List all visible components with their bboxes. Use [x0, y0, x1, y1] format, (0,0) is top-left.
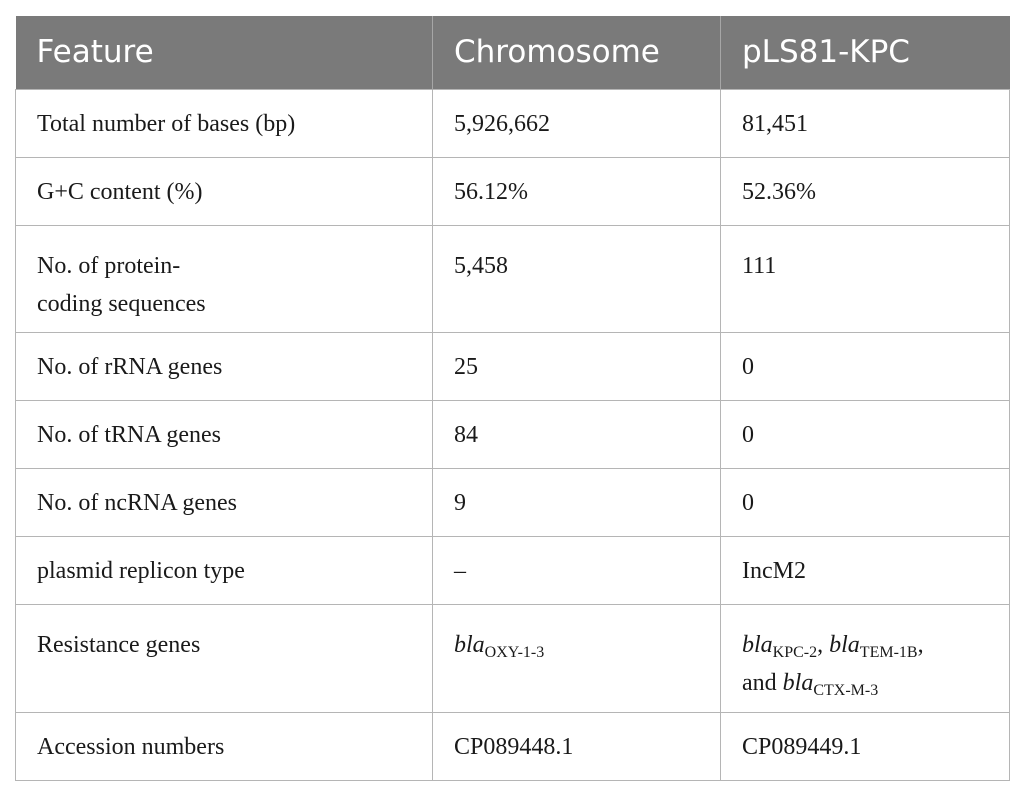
feature-cell: No. of rRNA genes [15, 331, 433, 401]
plasmid-cell: 111 [720, 224, 1010, 333]
table-row: No. of tRNA genes 84 0 [15, 399, 1010, 469]
plasmid-cell: IncM2 [720, 535, 1010, 605]
chromosome-cell: 9 [432, 467, 721, 537]
chromosome-cell: 5,926,662 [432, 88, 721, 158]
gene-name: bla [782, 669, 814, 696]
conjunction: and [742, 669, 783, 696]
plasmid-cell: 0 [720, 331, 1010, 401]
chromosome-cell: 5,458 [432, 224, 721, 333]
plasmid-cell: blaKPC-2, blaTEM-1B, and blaCTX-M-3 [720, 603, 1010, 713]
header-plasmid: pLS81-KPC [720, 16, 1010, 89]
chromosome-cell: 25 [432, 331, 721, 401]
table-row: G+C content (%) 56.12% 52.36% [15, 156, 1010, 226]
table-row: No. of rRNA genes 25 0 [15, 331, 1010, 401]
table-row: Total number of bases (bp) 5,926,662 81,… [15, 88, 1010, 158]
table-row: No. of protein- coding sequences 5,458 1… [15, 224, 1010, 333]
feature-cell: No. of tRNA genes [15, 399, 433, 469]
chromosome-cell: – [432, 535, 721, 605]
plasmid-cell: CP089449.1 [720, 711, 1010, 781]
plasmid-cell: 81,451 [720, 88, 1010, 158]
chromosome-cell: blaOXY-1-3 [432, 603, 721, 713]
feature-cell: No. of protein- coding sequences [15, 224, 433, 333]
gene-subscript: TEM-1B [859, 643, 918, 661]
feature-cell: G+C content (%) [15, 156, 433, 226]
feature-cell: Total number of bases (bp) [15, 88, 433, 158]
table-header-row: Feature Chromosome pLS81-KPC [15, 16, 1010, 89]
table-row: plasmid replicon type – IncM2 [15, 535, 1010, 605]
table-row: Resistance genes blaOXY-1-3 blaKPC-2, bl… [15, 603, 1010, 713]
feature-cell: plasmid replicon type [15, 535, 433, 605]
chromosome-cell: CP089448.1 [432, 711, 721, 781]
plasmid-cell: 0 [720, 467, 1010, 537]
plasmid-cell: 52.36% [720, 156, 1010, 226]
feature-line: coding sequences [37, 290, 206, 317]
chromosome-cell: 84 [432, 399, 721, 469]
feature-cell: Resistance genes [15, 603, 433, 713]
gene-subscript: KPC-2 [772, 643, 818, 661]
separator: , [917, 631, 924, 658]
gene-subscript: OXY-1-3 [484, 643, 545, 661]
plasmid-cell: 0 [720, 399, 1010, 469]
feature-line: No. of protein- [37, 252, 181, 279]
table-row: Accession numbers CP089448.1 CP089449.1 [15, 711, 1010, 781]
genome-features-table: Feature Chromosome pLS81-KPC Total numbe… [15, 16, 1010, 781]
gene-name: bla [454, 631, 485, 658]
feature-cell: Accession numbers [15, 711, 433, 781]
feature-cell: No. of ncRNA genes [15, 467, 433, 537]
header-feature: Feature [15, 16, 433, 89]
header-chromosome: Chromosome [432, 16, 721, 89]
chromosome-cell: 56.12% [432, 156, 721, 226]
separator: , [817, 631, 830, 658]
gene-name: bla [742, 631, 773, 658]
gene-subscript: CTX-M-3 [813, 681, 879, 699]
gene-name: bla [829, 631, 860, 658]
table-row: No. of ncRNA genes 9 0 [15, 467, 1010, 537]
